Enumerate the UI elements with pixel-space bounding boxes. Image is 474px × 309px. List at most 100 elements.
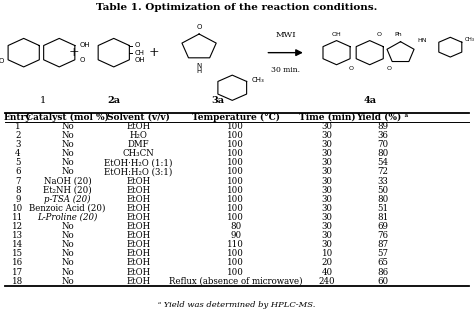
Text: 11: 11 xyxy=(12,213,23,222)
Text: 30: 30 xyxy=(321,222,333,231)
Text: 30: 30 xyxy=(321,231,333,240)
Text: Table 1. Optimization of the reaction conditions.: Table 1. Optimization of the reaction co… xyxy=(96,3,378,12)
Text: 14: 14 xyxy=(12,240,23,249)
Text: 54: 54 xyxy=(377,158,388,167)
Text: No: No xyxy=(61,249,74,258)
Text: 100: 100 xyxy=(228,204,244,213)
Text: 17: 17 xyxy=(12,268,23,277)
Text: 89: 89 xyxy=(377,122,388,131)
Text: O: O xyxy=(80,57,85,63)
Text: 30: 30 xyxy=(321,131,333,140)
Text: 8: 8 xyxy=(15,186,20,195)
Text: 10: 10 xyxy=(12,204,23,213)
Text: No: No xyxy=(61,140,74,149)
Text: No: No xyxy=(61,149,74,158)
Text: 100: 100 xyxy=(228,158,244,167)
Text: EtOH: EtOH xyxy=(127,186,151,195)
Text: 7: 7 xyxy=(15,176,20,185)
Text: 30: 30 xyxy=(321,176,333,185)
Text: 110: 110 xyxy=(228,240,244,249)
Text: 100: 100 xyxy=(228,186,244,195)
Text: EtOH: EtOH xyxy=(127,222,151,231)
Text: 30: 30 xyxy=(321,240,333,249)
Text: EtOH: EtOH xyxy=(127,122,151,131)
Text: Et₂NH (20): Et₂NH (20) xyxy=(43,186,92,195)
Text: CH: CH xyxy=(134,50,144,56)
Text: 2a: 2a xyxy=(107,96,120,105)
Text: 100: 100 xyxy=(228,213,244,222)
Text: 13: 13 xyxy=(12,231,23,240)
Text: 6: 6 xyxy=(15,167,20,176)
Text: 100: 100 xyxy=(228,149,244,158)
Text: 1: 1 xyxy=(15,122,20,131)
Text: No: No xyxy=(61,167,74,176)
Text: ᵃ Yield was determined by HPLC-MS.: ᵃ Yield was determined by HPLC-MS. xyxy=(158,301,316,309)
Text: 30: 30 xyxy=(321,122,333,131)
Text: HN: HN xyxy=(417,38,427,43)
Text: EtOH: EtOH xyxy=(127,213,151,222)
Text: 100: 100 xyxy=(228,167,244,176)
Text: 100: 100 xyxy=(228,122,244,131)
Text: 72: 72 xyxy=(377,167,388,176)
Text: 100: 100 xyxy=(228,140,244,149)
Text: 30: 30 xyxy=(321,204,333,213)
Text: H: H xyxy=(196,68,202,74)
Text: EtOH: EtOH xyxy=(127,176,151,185)
Text: No: No xyxy=(61,222,74,231)
Text: No: No xyxy=(61,240,74,249)
Text: No: No xyxy=(61,131,74,140)
Text: Solvent (v/v): Solvent (v/v) xyxy=(107,113,170,122)
Text: Temperature (°C): Temperature (°C) xyxy=(192,113,280,122)
Text: 5: 5 xyxy=(15,158,20,167)
Text: 30: 30 xyxy=(321,195,333,204)
Text: 76: 76 xyxy=(377,231,388,240)
Text: Ph: Ph xyxy=(394,32,402,37)
Text: EtOH:H₂O (3:1): EtOH:H₂O (3:1) xyxy=(104,167,173,176)
Text: EtOH: EtOH xyxy=(127,204,151,213)
Text: 50: 50 xyxy=(377,186,388,195)
Text: 3: 3 xyxy=(15,140,20,149)
Text: CH₃: CH₃ xyxy=(251,77,264,83)
Text: O: O xyxy=(196,23,202,30)
Text: OH: OH xyxy=(80,42,90,48)
Text: OH: OH xyxy=(134,57,145,63)
Text: 4: 4 xyxy=(15,149,20,158)
Text: 15: 15 xyxy=(12,249,23,258)
Text: 100: 100 xyxy=(228,259,244,268)
Text: 16: 16 xyxy=(12,259,23,268)
Text: NaOH (20): NaOH (20) xyxy=(44,176,91,185)
Text: L-Proline (20): L-Proline (20) xyxy=(37,213,98,222)
Text: 1: 1 xyxy=(39,96,46,105)
Text: 70: 70 xyxy=(377,140,388,149)
Text: 36: 36 xyxy=(377,131,388,140)
Text: 60: 60 xyxy=(377,277,388,286)
Text: 30: 30 xyxy=(321,186,333,195)
Text: H₂O: H₂O xyxy=(130,131,147,140)
Text: No: No xyxy=(61,158,74,167)
Text: 81: 81 xyxy=(377,213,388,222)
Text: 30: 30 xyxy=(321,149,333,158)
Text: 12: 12 xyxy=(12,222,23,231)
Text: 10: 10 xyxy=(321,249,333,258)
Text: 100: 100 xyxy=(228,176,244,185)
Text: 80: 80 xyxy=(377,195,388,204)
Text: O: O xyxy=(0,58,4,64)
Text: CH₃CN: CH₃CN xyxy=(123,149,155,158)
Text: 30: 30 xyxy=(321,167,333,176)
Text: EtOH: EtOH xyxy=(127,240,151,249)
Text: 40: 40 xyxy=(321,268,333,277)
Text: 4a: 4a xyxy=(363,96,376,105)
Text: 30: 30 xyxy=(321,140,333,149)
Text: EtOH: EtOH xyxy=(127,259,151,268)
Text: 2: 2 xyxy=(15,131,20,140)
Text: 18: 18 xyxy=(12,277,23,286)
Text: 69: 69 xyxy=(377,222,388,231)
Text: O: O xyxy=(134,42,139,48)
Text: Benzoic Acid (20): Benzoic Acid (20) xyxy=(29,204,106,213)
Text: No: No xyxy=(61,268,74,277)
Text: 51: 51 xyxy=(377,204,388,213)
Text: 86: 86 xyxy=(377,268,388,277)
Text: No: No xyxy=(61,122,74,131)
Text: 65: 65 xyxy=(377,259,388,268)
Text: MWI: MWI xyxy=(275,32,296,40)
